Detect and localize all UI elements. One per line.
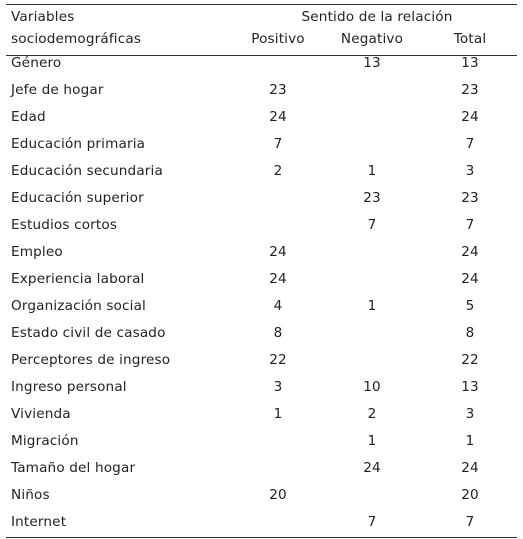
cell-positivo: 1 bbox=[273, 406, 283, 422]
cell-negativo: 7 bbox=[367, 217, 377, 233]
table-bottom-rule bbox=[6, 537, 517, 539]
cell-variable: Tamaño del hogar bbox=[11, 460, 136, 476]
table-top-rule bbox=[6, 4, 517, 6]
cell-variable: Empleo bbox=[11, 244, 63, 260]
cell-variable: Experiencia laboral bbox=[11, 271, 145, 287]
cell-positivo: 4 bbox=[273, 298, 283, 314]
cell-variable: Estado civil de casado bbox=[11, 325, 166, 341]
cell-total: 13 bbox=[461, 55, 479, 71]
cell-positivo: 24 bbox=[269, 109, 287, 125]
cell-variable: Migración bbox=[11, 433, 79, 449]
cell-total: 24 bbox=[461, 109, 479, 125]
cell-variable: Organización social bbox=[11, 298, 146, 314]
cell-negativo: 7 bbox=[367, 514, 377, 530]
cell-total: 5 bbox=[465, 298, 475, 314]
cell-negativo: 13 bbox=[363, 55, 381, 71]
cell-variable: Género bbox=[11, 55, 62, 71]
cell-total: 22 bbox=[461, 352, 479, 368]
cell-negativo: 24 bbox=[363, 460, 381, 476]
cell-total: 23 bbox=[461, 190, 479, 206]
cell-total: 7 bbox=[465, 217, 475, 233]
cell-total: 8 bbox=[465, 325, 475, 341]
cell-variable: Ingreso personal bbox=[11, 379, 127, 395]
cell-positivo: 22 bbox=[269, 352, 287, 368]
header-col-negativo: Negativo bbox=[340, 31, 404, 47]
cell-negativo: 10 bbox=[363, 379, 381, 395]
cell-total: 23 bbox=[461, 82, 479, 98]
cell-total: 20 bbox=[461, 487, 479, 503]
cell-variable: Vivienda bbox=[11, 406, 71, 422]
header-rule bbox=[6, 55, 517, 56]
cell-variable: Estudios cortos bbox=[11, 217, 118, 233]
cell-total: 3 bbox=[465, 163, 475, 179]
header-variables-line1: Variables bbox=[11, 9, 75, 25]
cell-total: 24 bbox=[461, 460, 479, 476]
cell-total: 7 bbox=[465, 514, 475, 530]
cell-variable: Edad bbox=[11, 109, 46, 125]
cell-total: 3 bbox=[465, 406, 475, 422]
header-col-total: Total bbox=[453, 31, 487, 47]
cell-positivo: 8 bbox=[273, 325, 283, 341]
cell-negativo: 2 bbox=[367, 406, 377, 422]
cell-positivo: 24 bbox=[269, 271, 287, 287]
cell-positivo: 2 bbox=[273, 163, 283, 179]
cell-positivo: 3 bbox=[273, 379, 283, 395]
cell-total: 24 bbox=[461, 244, 479, 260]
cell-negativo: 23 bbox=[363, 190, 381, 206]
cell-total: 13 bbox=[461, 379, 479, 395]
cell-total: 1 bbox=[465, 433, 475, 449]
header-col-positivo: Positivo bbox=[251, 31, 305, 47]
cell-total: 7 bbox=[465, 136, 475, 152]
cell-variable: Jefe de hogar bbox=[11, 82, 104, 98]
cell-total: 24 bbox=[461, 271, 479, 287]
cell-negativo: 1 bbox=[367, 433, 377, 449]
cell-positivo: 23 bbox=[269, 82, 287, 98]
header-group-title: Sentido de la relación bbox=[301, 9, 453, 25]
cell-variable: Educación primaria bbox=[11, 136, 146, 152]
cell-variable: Educación superior bbox=[11, 190, 144, 206]
cell-variable: Internet bbox=[11, 514, 67, 530]
cell-negativo: 1 bbox=[367, 163, 377, 179]
cell-variable: Educación secundaria bbox=[11, 163, 163, 179]
cell-variable: Perceptores de ingreso bbox=[11, 352, 171, 368]
cell-positivo: 7 bbox=[273, 136, 283, 152]
header-variables-line2: sociodemográficas bbox=[11, 31, 142, 47]
cell-variable: Niños bbox=[11, 487, 50, 503]
cell-positivo: 20 bbox=[269, 487, 287, 503]
cell-negativo: 1 bbox=[367, 298, 377, 314]
cell-positivo: 24 bbox=[269, 244, 287, 260]
